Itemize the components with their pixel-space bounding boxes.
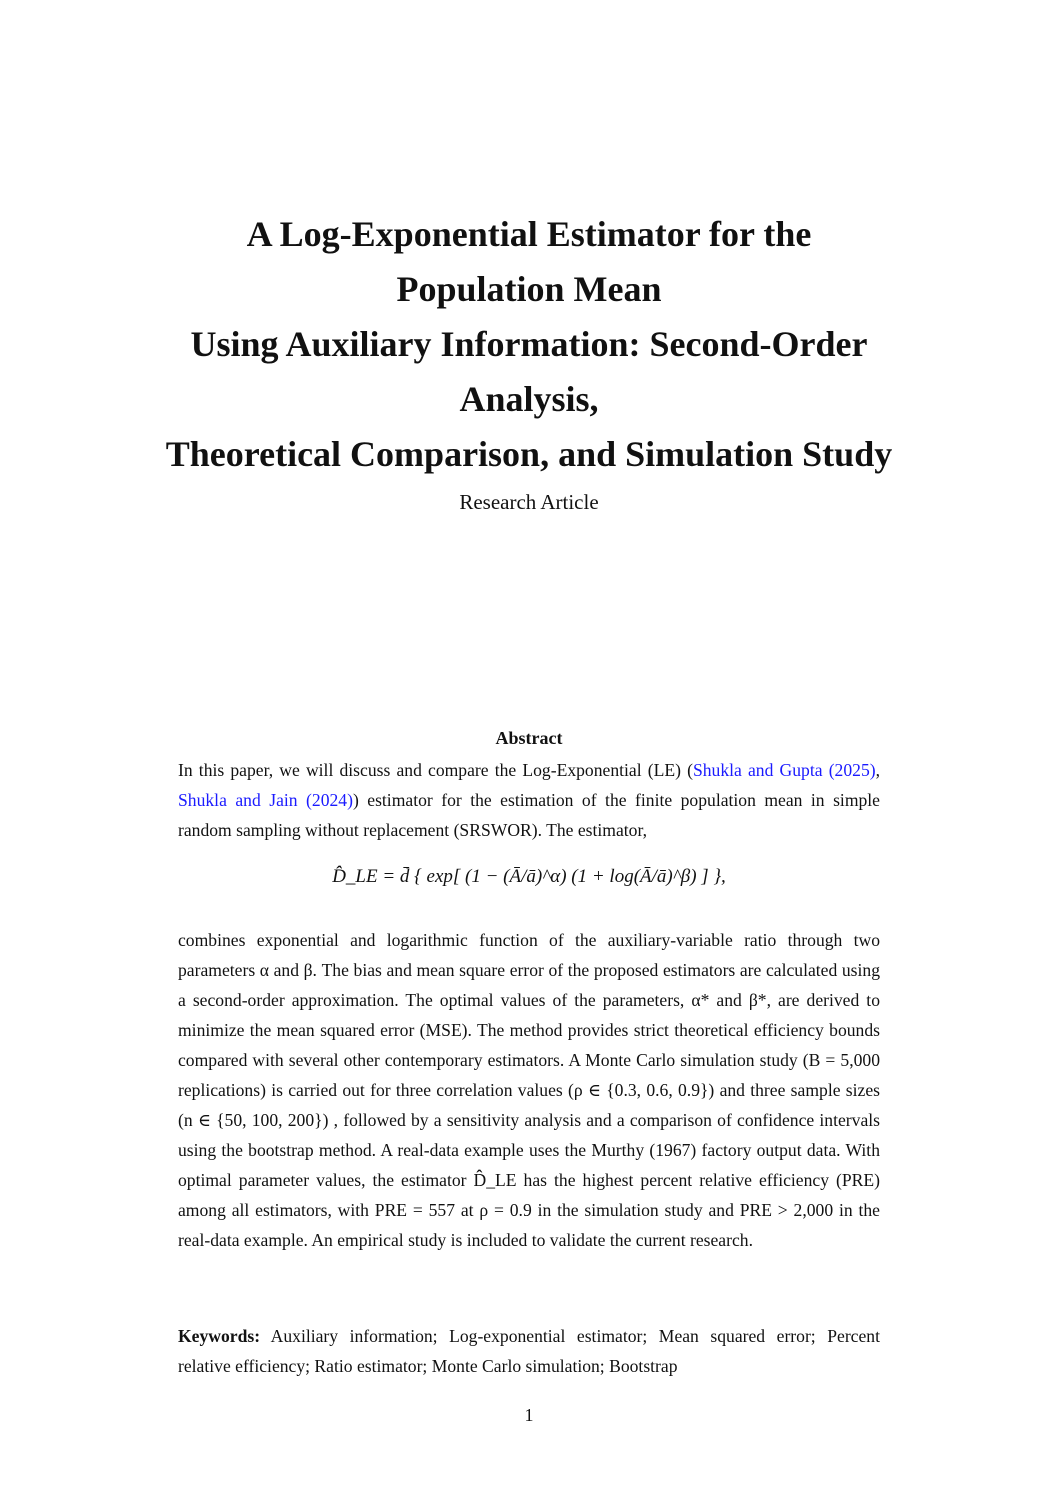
citation-link[interactable]: Shukla and Gupta (2025): [692, 760, 876, 780]
title-line: Theoretical Comparison, and Simulation S…: [165, 434, 893, 474]
abstract-paragraph-1: In this paper, we will discuss and compa…: [178, 755, 880, 845]
article-type: Research Article: [459, 490, 599, 514]
title-line: Population Mean: [396, 269, 662, 309]
abstract-heading: Abstract: [495, 728, 563, 748]
keywords-text: Auxiliary information; Log-exponential e…: [178, 1326, 880, 1376]
citation-link[interactable]: Shukla and Jain (2024): [178, 790, 353, 810]
estimator-equation: D̂̂_LE = d̄ { exp[ (1 − (Ā/ā)^α) (1 + lo…: [332, 866, 726, 887]
title-line: Using Auxiliary Information: Second-Orde…: [190, 324, 868, 364]
abstract-paragraph-2: combines exponential and logarithmic fun…: [178, 930, 880, 1250]
keywords: Keywords: Auxiliary information; Log-exp…: [178, 1321, 880, 1381]
paper-title: A Log-Exponential Estimator for the Popu…: [0, 207, 1058, 482]
abstract-text: In this paper, we will discuss and compa…: [178, 760, 693, 780]
keywords-label: Keywords:: [178, 1326, 261, 1346]
page-number: 1: [524, 1405, 534, 1425]
title-line: Analysis,: [459, 379, 599, 419]
title-line: A Log-Exponential Estimator for the: [246, 214, 812, 254]
abstract-text: ,: [875, 760, 881, 780]
abstract-text: ) estimator for the estimation of the fi…: [178, 790, 880, 840]
